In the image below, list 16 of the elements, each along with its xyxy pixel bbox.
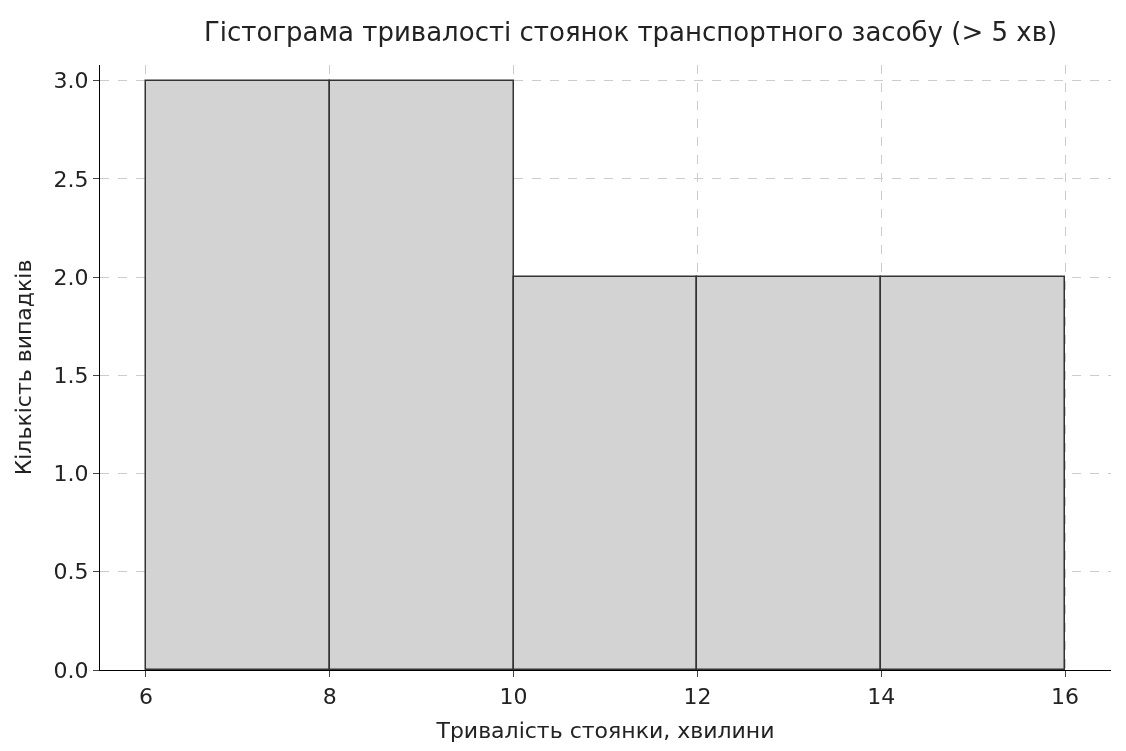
x-tick-label: 6 [138,683,153,709]
x-axis-title: Тривалість стоянки, хвилини [435,718,775,744]
y-tick-label: 2.5 [53,166,89,192]
y-tick-label: 3.0 [53,68,89,94]
x-tick-label: 14 [867,683,896,709]
chart-title: Гістограма тривалості стоянок транспортного засобу (> 5 хв) [204,16,1058,47]
x-tick-label: 16 [1051,683,1080,709]
y-tick-label: 1.0 [53,461,89,487]
y-tick-label: 2.0 [53,264,89,290]
x-tick-label: 8 [322,683,337,709]
y-tick-label: 0.0 [53,657,89,683]
y-tick-label: 1.5 [53,363,89,389]
x-tick-label: 10 [499,683,528,709]
y-tick-label: 0.5 [53,559,89,585]
y-axis-title: Кількість випадків [11,259,37,476]
x-tick-label: 12 [683,683,712,709]
